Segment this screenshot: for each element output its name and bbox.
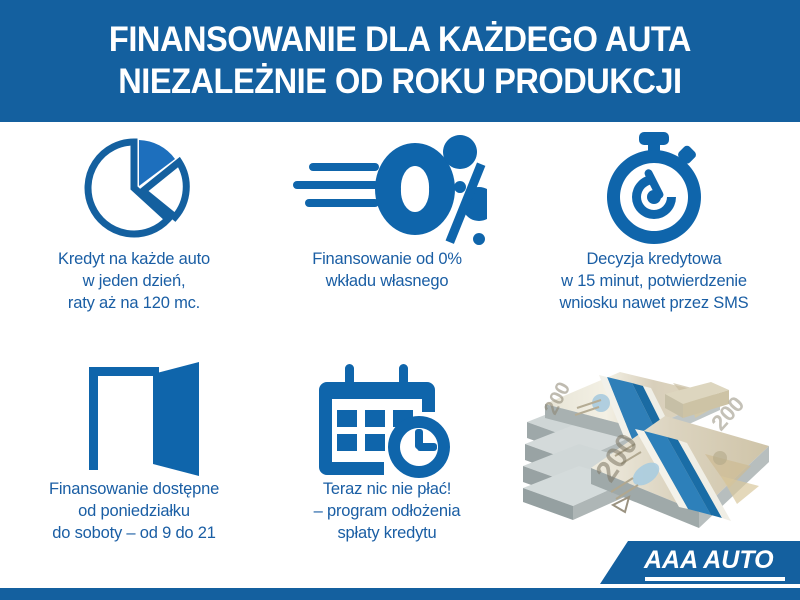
feature-item-opening-hours: Finansowanie dostępne od poniedziałku do… xyxy=(0,360,268,544)
caption-line: Teraz nic nie płać! xyxy=(322,480,452,498)
feature-item-deferred-payment: Teraz nic nie płać! – program odłożenia … xyxy=(262,360,512,544)
feature-item-decision-time: Decyzja kredytowa w 15 minut, potwierdze… xyxy=(508,130,800,314)
logo-underline xyxy=(645,577,785,581)
feature-caption: Finansowanie dostępne od poniedziałku do… xyxy=(49,478,219,544)
zero-percent-icon xyxy=(287,130,487,248)
caption-line: w 15 minut, potwierdzenie xyxy=(561,272,747,290)
banknote-stacks-image: 200 200 200 xyxy=(515,360,785,535)
caption-line: Kredyt na każde auto xyxy=(58,250,210,268)
caption-line: Finansowanie dostępne xyxy=(48,480,220,498)
feature-item-credit: Kredyt na każde auto w jeden dzień, raty… xyxy=(0,130,268,314)
headline-line-2: NIEZALEŻNIE OD ROKU PRODUKCJI xyxy=(118,62,682,101)
feature-item-zero-percent: Finansowanie od 0% wkładu własnego xyxy=(262,130,512,292)
aaa-auto-logo[interactable]: AAA AUTO xyxy=(600,541,800,584)
caption-line: – program odłożenia xyxy=(313,502,461,520)
caption-line: wkładu własnego xyxy=(325,272,449,290)
caption-line: Decyzja kredytowa xyxy=(586,250,722,268)
caption-line: raty aż na 120 mc. xyxy=(67,294,201,312)
calendar-clock-icon xyxy=(307,360,467,478)
caption-line: wniosku nawet przez SMS xyxy=(559,294,749,312)
open-door-icon xyxy=(49,360,219,478)
caption-line: do soboty – od 9 do 21 xyxy=(52,524,216,542)
feature-caption: Teraz nic nie płać! – program odłożenia … xyxy=(314,478,461,544)
header-band: FINANSOWANIE DLA KAŻDEGO AUTA NIEZALEŻNI… xyxy=(0,0,800,122)
logo-text: AAA AUTO xyxy=(644,546,774,574)
feature-caption: Decyzja kredytowa w 15 minut, potwierdze… xyxy=(560,248,749,314)
feature-caption: Finansowanie od 0% wkładu własnego xyxy=(312,248,462,292)
caption-line: od poniedziałku xyxy=(78,502,190,520)
caption-line: spłaty kredytu xyxy=(337,524,437,542)
caption-line: w jeden dzień, xyxy=(82,272,186,290)
feature-grid: Kredyt na każde auto w jeden dzień, raty… xyxy=(0,122,800,600)
feature-caption: Kredyt na każde auto w jeden dzień, raty… xyxy=(58,248,210,314)
pie-chart-icon xyxy=(75,130,193,248)
bottom-bar xyxy=(0,588,800,600)
headline-line-1: FINANSOWANIE DLA KAŻDEGO AUTA xyxy=(108,20,692,59)
caption-line: Finansowanie od 0% xyxy=(312,250,462,268)
stopwatch-icon xyxy=(594,130,714,248)
